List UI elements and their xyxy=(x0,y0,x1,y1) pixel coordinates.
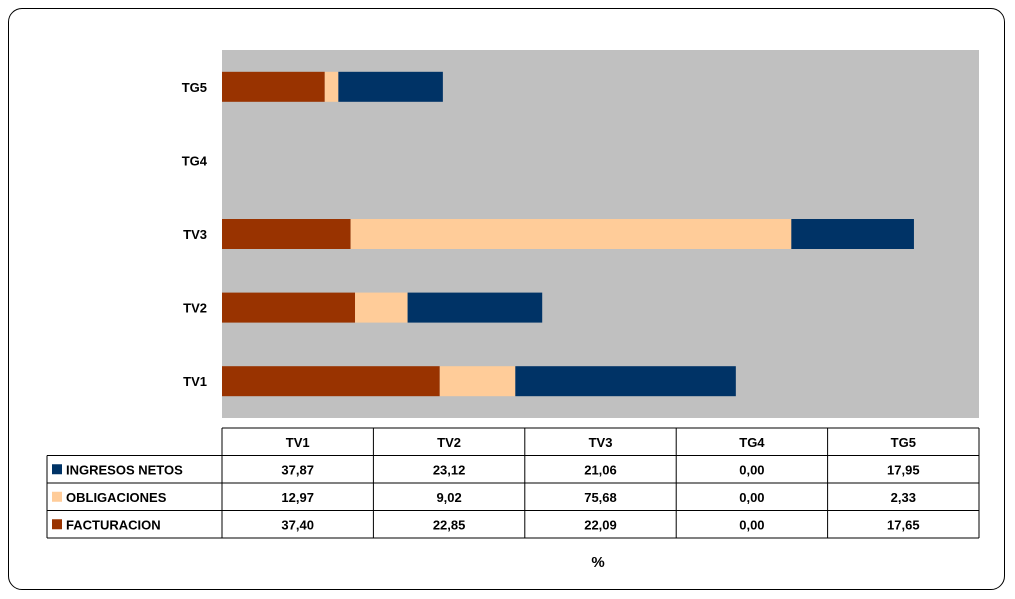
data-table: TV1 TV2 TV3 TG4 TG5 INGRESOS NETOS 37,87 23,12 2… xyxy=(46,427,980,539)
legend-label-obligaciones: OBLIGACIONES xyxy=(66,490,167,505)
table-cell: 0,00 xyxy=(739,517,764,532)
bar-group xyxy=(222,71,914,397)
bar-tv2-facturacion xyxy=(222,292,356,323)
category-label-tg5: TG5 xyxy=(182,80,207,95)
bar-tv2-ingresos-netos xyxy=(407,292,543,323)
category-label-tv1: TV1 xyxy=(183,374,207,389)
table-cell: 22,85 xyxy=(433,517,466,532)
table-cell: 2,33 xyxy=(891,490,916,505)
bar-tg5-ingresos-netos xyxy=(338,71,443,102)
table-cell: 37,87 xyxy=(281,462,314,477)
table-cell: 17,65 xyxy=(887,517,920,532)
table-cell: 22,09 xyxy=(584,517,617,532)
legend-swatch-facturacion xyxy=(52,519,62,530)
bar-tv3-ingresos-netos xyxy=(791,219,914,249)
bar-tv1-ingresos-netos xyxy=(515,366,736,397)
table-cell: 75,68 xyxy=(584,490,617,505)
x-axis-unit-label: % xyxy=(591,554,604,571)
legend-label-facturacion: FACTURACION xyxy=(66,517,161,532)
bar-tv3-facturacion xyxy=(222,219,351,249)
table-cell: 0,00 xyxy=(739,490,764,505)
table-cell: 23,12 xyxy=(433,462,466,477)
table-cell: 12,97 xyxy=(281,490,314,505)
bar-tg5-facturacion xyxy=(222,71,325,102)
legend-swatch-ingresos-netos xyxy=(52,464,62,475)
category-label-tv2: TV2 xyxy=(183,301,207,316)
legend-label-ingresos-netos: INGRESOS NETOS xyxy=(66,462,183,477)
bar-tv2-obligaciones xyxy=(355,292,408,323)
table-cell: 9,02 xyxy=(436,490,461,505)
table-header-tg4: TG4 xyxy=(739,435,765,450)
table-cell: 21,06 xyxy=(584,462,617,477)
table-header-tv2: TV2 xyxy=(437,435,461,450)
bar-tv1-facturacion xyxy=(222,366,440,397)
legend-swatch-obligaciones xyxy=(52,491,62,502)
table-header-tv1: TV1 xyxy=(286,435,310,450)
category-label-tg4: TG4 xyxy=(182,153,208,168)
category-label-tv3: TV3 xyxy=(183,227,207,242)
table-cell: 0,00 xyxy=(739,462,764,477)
table-header-tg5: TG5 xyxy=(891,435,916,450)
bar-tg5-obligaciones xyxy=(324,71,339,102)
bar-tv3-obligaciones xyxy=(350,219,792,249)
table-cell: 37,40 xyxy=(281,517,314,532)
table-header-tv3: TV3 xyxy=(589,435,613,450)
bar-tv1-obligaciones xyxy=(439,366,516,397)
table-cell: 17,95 xyxy=(887,462,920,477)
category-labels: TV1 TV2 TV3 TG4 TG5 xyxy=(182,80,208,389)
